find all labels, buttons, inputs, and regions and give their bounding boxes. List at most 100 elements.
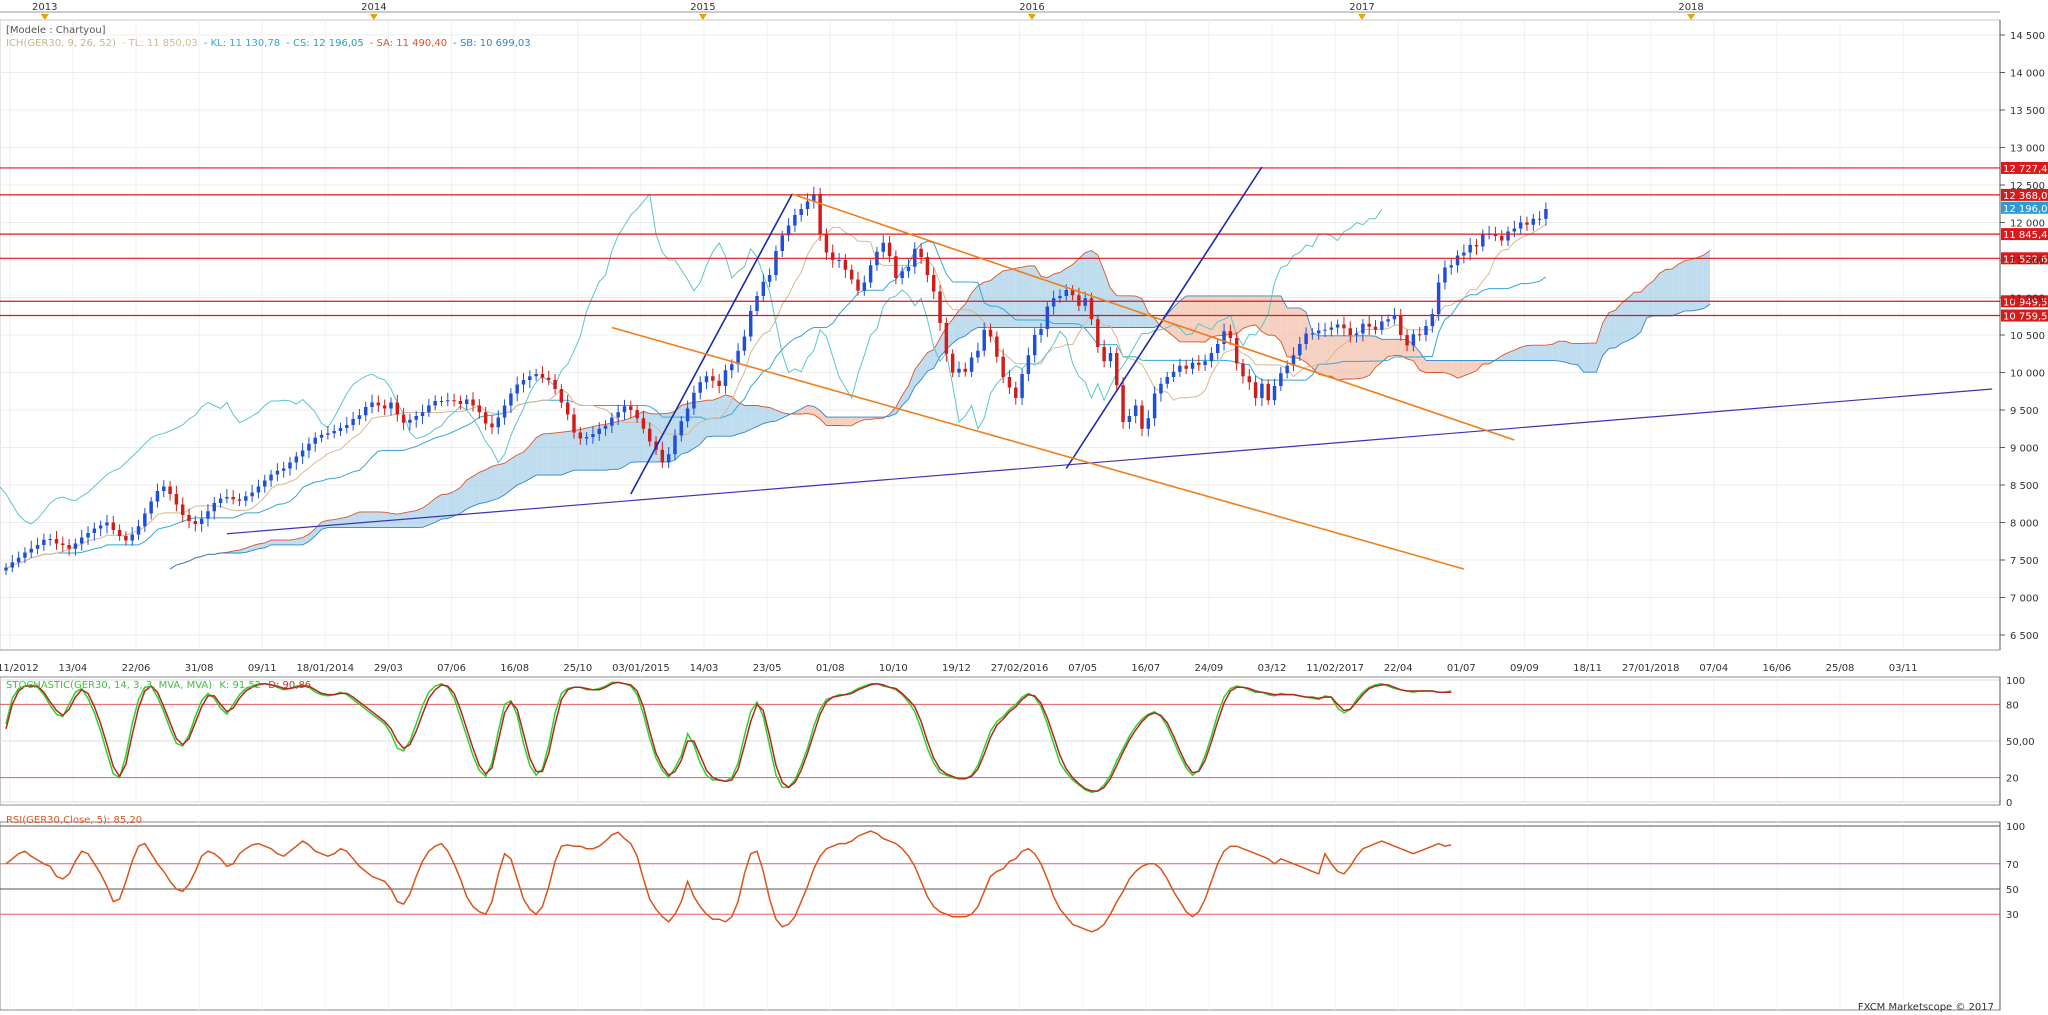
stochastic-legend: STOCHASTIC(GER30, 14, 3, 3, MVA, MVA) K:… [6,680,311,691]
stochastic-panel[interactable]: 100 80 50,00 20 0 STOCHASTIC(GER30, 14, 3, 3… [0,676,2035,809]
candle-body [774,251,778,275]
candle-body [130,534,134,541]
price-y-tick: 8 000 [2010,519,2039,530]
cloud-segment [1665,268,1673,316]
candle-body [502,405,507,418]
rsi-legend: RSI(GER30,Close, 5): 85,20 [6,815,142,826]
candle-body [16,557,21,563]
candle-body [862,282,867,291]
cloud-segment [1022,265,1029,328]
cloud-segment [1539,345,1546,361]
candle-body [149,501,153,514]
candle-body [1348,328,1353,335]
price-y-tick: 12 000 [2010,219,2045,230]
cloud-segment [1564,341,1572,365]
candle-body [86,533,90,538]
cloud-segment [315,522,322,536]
cloud-segment [1343,335,1351,380]
price-y-tick: 13 500 [2010,106,2045,117]
cloud-segment [1072,258,1079,328]
year-marker-icon [1687,14,1696,20]
cloud-segment [460,480,467,514]
candle-body [692,392,696,409]
price-y-tick: 9 000 [2010,444,2039,455]
candle-body [1367,323,1371,327]
candle-body [957,368,961,373]
price-x-tick: 07/04 [1699,663,1728,674]
candle-body [345,425,349,428]
cloud-segment [807,405,814,415]
candle-body [408,419,412,423]
candle-body [629,406,633,410]
candle-body [1512,228,1517,232]
candle-body [944,323,949,354]
cloud-segment [1337,335,1344,381]
candle-body [704,376,709,383]
candle-body [1083,298,1087,306]
trendlines[interactable] [226,166,1993,570]
price-y-tick: 14 000 [2010,69,2045,80]
kijun-line [5,240,1547,570]
level-label-box [2001,295,2048,308]
cloud-segment [813,406,821,419]
cloud-segment [327,519,335,528]
price-panel[interactable]: 12 727,41 12 368,00 11 845,40 11 522,67 10 9… [0,19,2048,674]
stochastic-y-tick: 0 [2006,798,2012,809]
cloud-segment [1192,295,1199,342]
candle-body [1089,298,1094,320]
footer-copyright: FXCM Marketscope © 2017 [1858,1002,1994,1013]
candle-body [666,454,671,463]
candle-body [1215,344,1220,353]
cloud-segment [700,400,707,445]
stochastic-grid [0,677,2000,805]
horizontal-levels[interactable]: 12 727,41 12 368,00 11 845,40 11 522,67 10 9… [0,161,2048,323]
candle-body [496,417,501,428]
candle-body [263,480,267,487]
candle-body [1329,327,1334,330]
candle-body [1373,326,1378,330]
candle-body [1380,321,1384,330]
candle-body [92,528,97,533]
candle-body [382,405,387,409]
candle-body [414,416,418,420]
stochastic-k-line [5,681,1452,793]
cloud-segment [1179,295,1187,342]
cloud-segment [1160,314,1168,332]
candle-body [212,503,217,512]
model-label: [Modele : Chartyou] [6,25,106,36]
cloud-segment [1274,295,1281,342]
cloud-segment [1129,295,1136,328]
candle-body [54,539,59,544]
cloud-segment [1350,335,1357,380]
cloud-segment [1318,335,1326,376]
price-x-tick: 19/12 [942,663,971,674]
cloud-segment [1375,336,1382,368]
candle-body [433,401,437,406]
candle-body [1058,296,1062,299]
price-y-tick: 10 000 [2010,369,2045,380]
candle-body [1127,416,1132,422]
candle-body [1165,377,1169,384]
rsi-panel[interactable]: 100 70 50 30 RSI(GER30,Close, 5): 85,20 [0,815,2025,1011]
current-price-label: 12 196,05 [2003,204,2048,215]
cloud-segment [1306,312,1313,368]
candle-body [67,545,71,549]
price-x-tick: 03/11 [1889,663,1918,674]
candle-body [887,242,892,257]
cloud-segment [447,491,455,519]
level-label-box [2001,309,2048,322]
candle-body [168,486,172,494]
candle-body [553,380,557,389]
cloud-segment [1508,350,1515,361]
candle-body [610,417,614,426]
price-y-tick: 9 500 [2010,406,2039,417]
candle-body [641,418,646,429]
cloud-segment [1381,339,1389,363]
candle-body [326,433,330,435]
cloud-segment [1255,295,1262,332]
candle-body [370,402,374,407]
stochastic-y-tick: 80 [2006,700,2019,711]
cloud-segment [1691,257,1698,311]
price-y-tick: 7 500 [2010,556,2039,567]
